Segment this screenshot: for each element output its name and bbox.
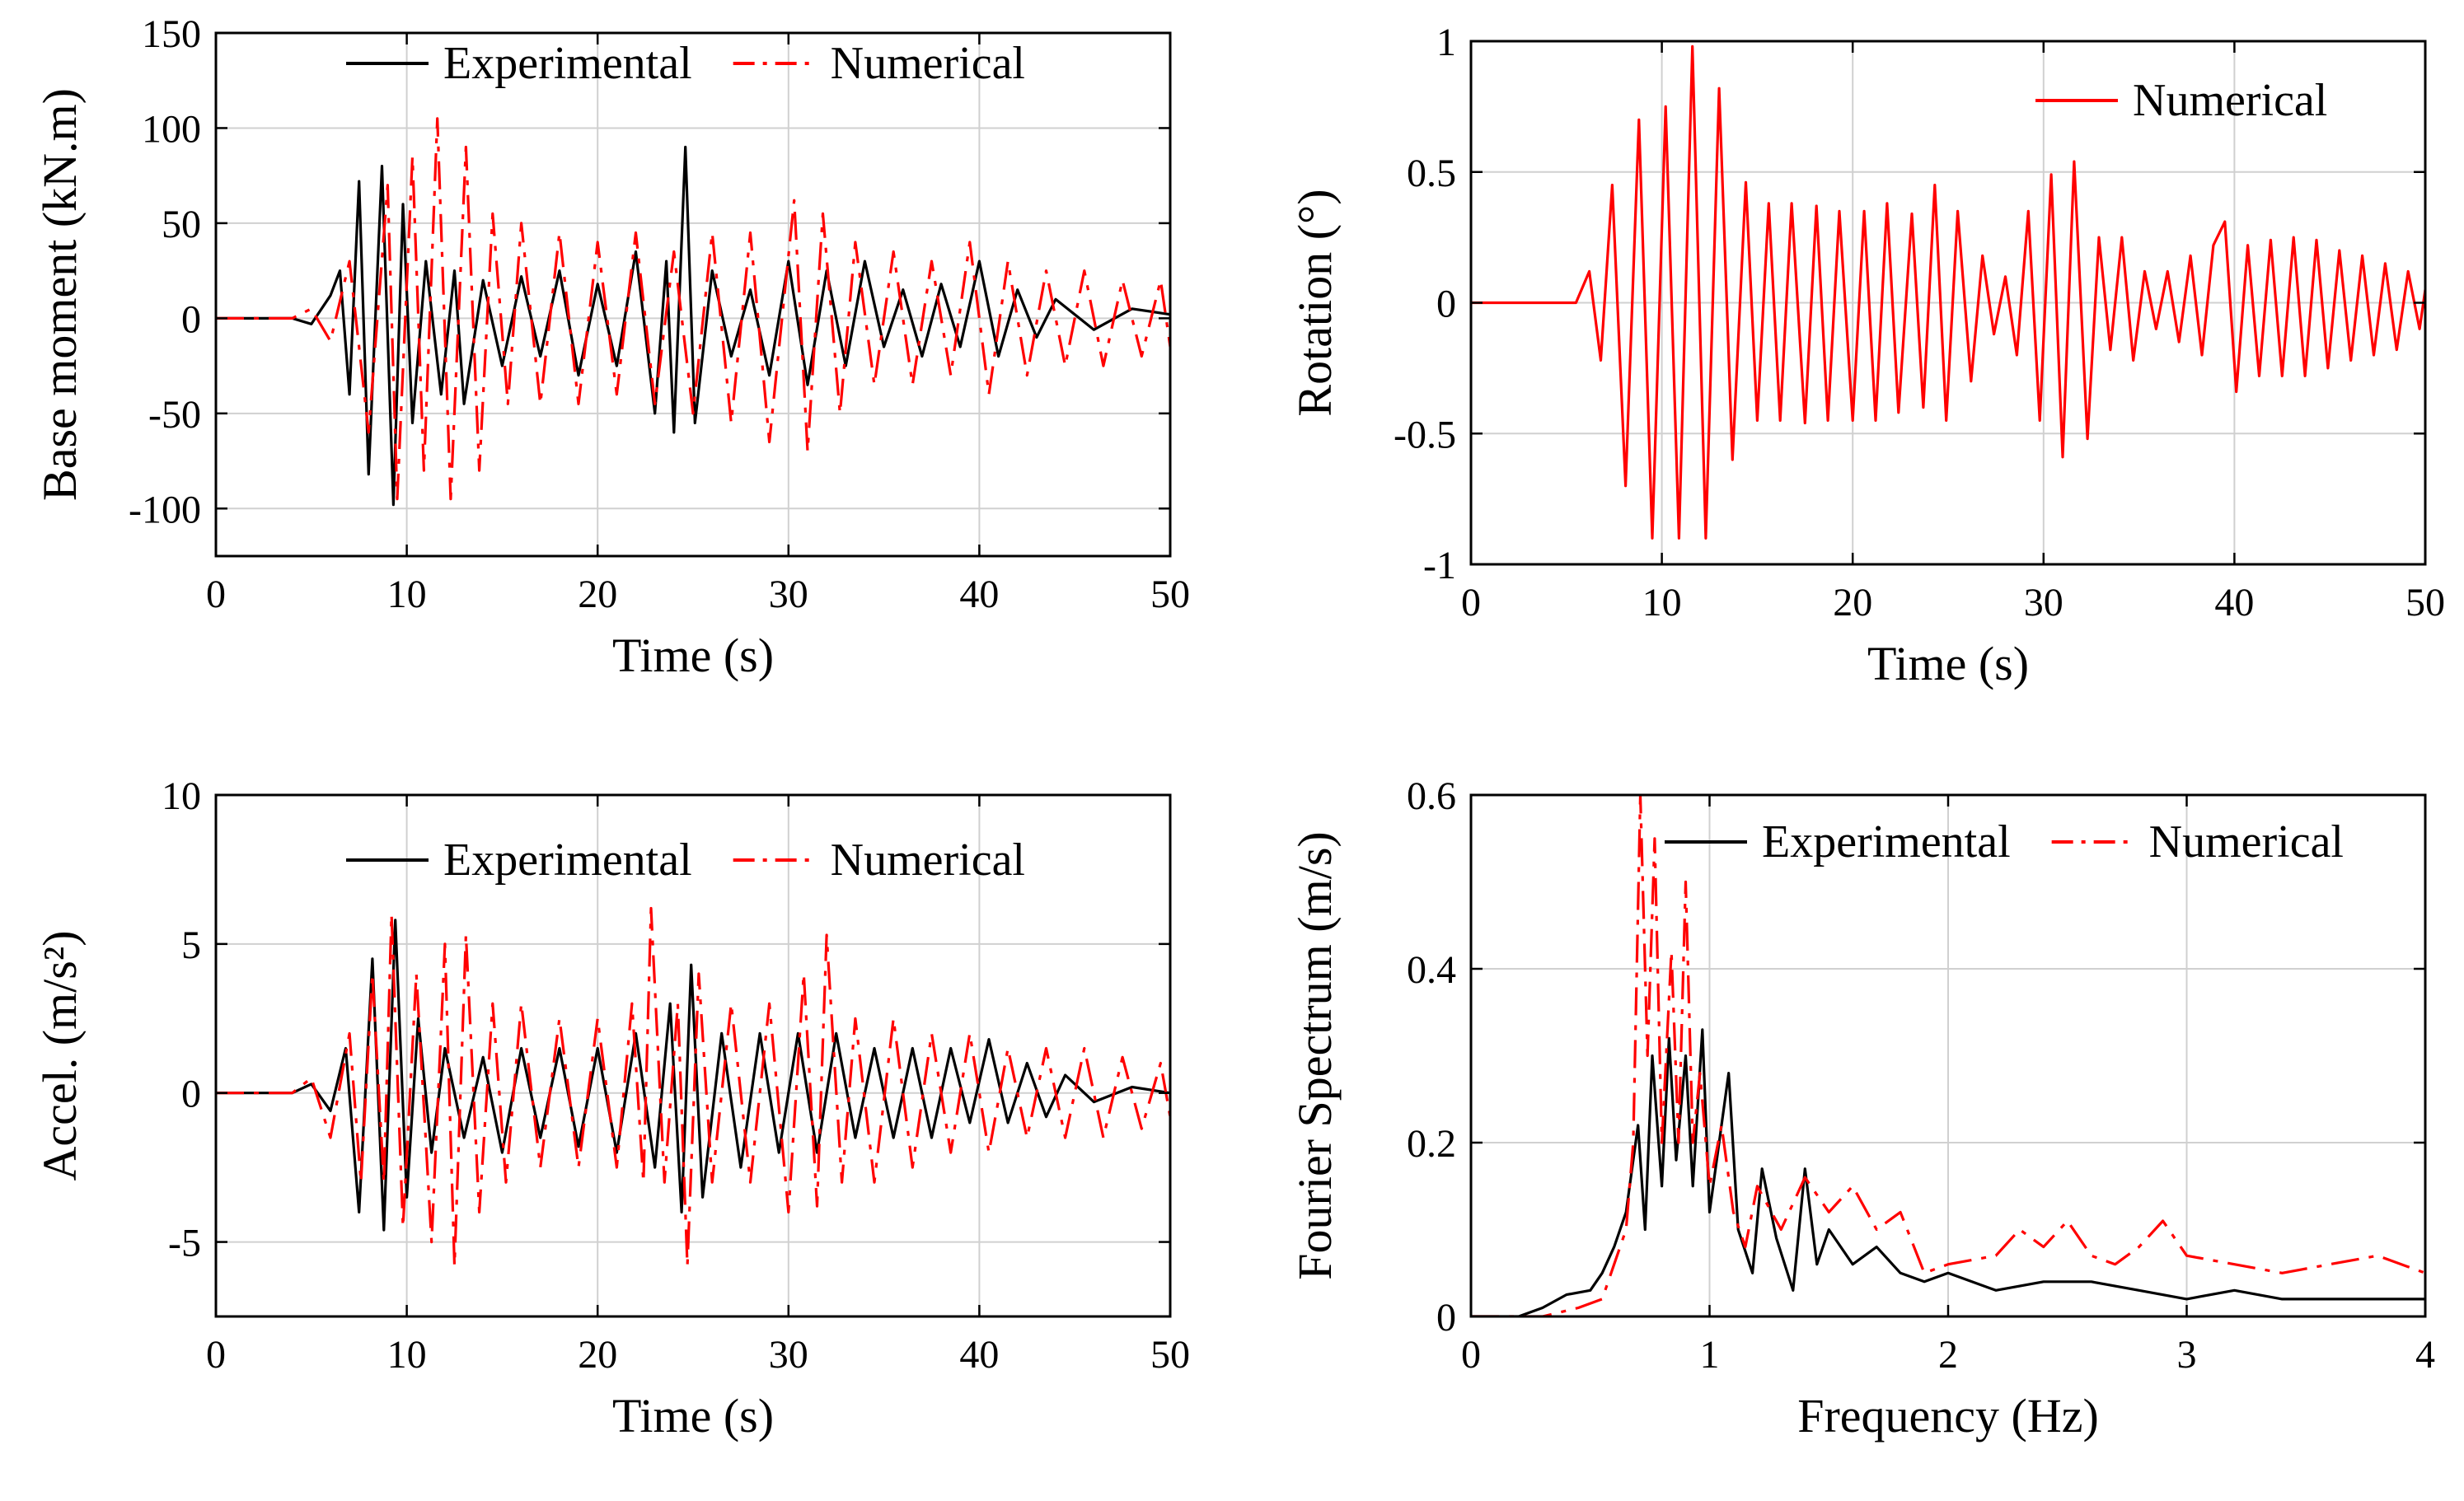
y-axis-label: Rotation (°) xyxy=(1288,189,1342,416)
legend-label-numerical: Numerical xyxy=(2149,816,2344,867)
legend-label-experimental: Experimental xyxy=(443,38,692,89)
x-tick-label: 10 xyxy=(1642,581,1682,624)
y-tick-label: 0 xyxy=(1436,1296,1456,1340)
x-tick-label: 1 xyxy=(1700,1333,1720,1377)
x-tick-label: 50 xyxy=(1150,1333,1190,1377)
axes-frame xyxy=(214,793,1172,1318)
x-axis-label: Time (s) xyxy=(612,629,774,682)
x-tick-label: 50 xyxy=(1150,573,1190,616)
x-tick-label: 30 xyxy=(769,573,808,616)
x-axis-label: Time (s) xyxy=(612,1389,774,1443)
x-tick-label: 0 xyxy=(1461,581,1481,624)
x-tick-label: 4 xyxy=(2415,1333,2435,1377)
y-tick-label: 100 xyxy=(142,107,201,151)
y-tick-label: -0.5 xyxy=(1394,413,1456,456)
x-tick-label: 40 xyxy=(959,573,999,616)
y-axis-label: Fourier Spectrum (m/s) xyxy=(1288,831,1342,1279)
legend-label-experimental: Experimental xyxy=(443,835,692,886)
y-tick-label: 50 xyxy=(162,203,201,246)
chart-rotation: 0 10 20 30 40 50 -1 -0.5 0 0.5 1 Time (s) Rotation (… xyxy=(1288,21,2445,690)
series-line-experimental xyxy=(216,919,1170,1232)
series-line-numerical xyxy=(1471,795,2425,1316)
series-line-numerical xyxy=(1471,44,2425,540)
y-tick-label: -100 xyxy=(129,488,201,531)
x-axis-label: Frequency (Hz) xyxy=(1797,1389,2099,1443)
chart-acceleration: 0 10 20 30 40 50 -5 0 5 10 Time (s) Accel. (m/s²) Ex… xyxy=(33,774,1190,1443)
y-tick-label: 0 xyxy=(181,297,201,341)
series-line-numerical xyxy=(216,906,1170,1268)
legend-label-numerical: Numerical xyxy=(831,38,1025,89)
y-axis-label: Accel. (m/s²) xyxy=(33,930,87,1181)
y-tick-label: -5 xyxy=(168,1222,201,1265)
y-tick-label: -1 xyxy=(1423,544,1456,587)
y-tick-label: 1 xyxy=(1436,21,1456,64)
x-tick-label: 40 xyxy=(2214,581,2254,624)
x-tick-label: 20 xyxy=(578,1333,617,1377)
legend-label-numerical: Numerical xyxy=(2133,75,2327,126)
legend-label-experimental: Experimental xyxy=(1762,816,2011,867)
x-tick-label: 0 xyxy=(206,1333,226,1377)
x-tick-label: 2 xyxy=(1938,1333,1958,1377)
x-tick-label: 40 xyxy=(959,1333,999,1377)
chart-base-moment: 0 10 20 30 40 50 -100 -50 0 50 100 150 Time (s) Base … xyxy=(33,12,1190,682)
series-line-experimental xyxy=(216,145,1170,507)
x-tick-label: 0 xyxy=(1461,1333,1481,1377)
y-tick-label: 10 xyxy=(162,774,201,818)
y-tick-label: -50 xyxy=(148,393,201,437)
x-tick-label: 0 xyxy=(206,573,226,616)
y-tick-label: 0 xyxy=(181,1073,201,1116)
y-tick-label: 0.5 xyxy=(1407,152,1456,195)
x-tick-label: 3 xyxy=(2177,1333,2197,1377)
y-tick-label: 0.4 xyxy=(1407,948,1456,992)
x-tick-label: 20 xyxy=(578,573,617,616)
series-line-numerical xyxy=(216,117,1170,501)
x-tick-label: 30 xyxy=(769,1333,808,1377)
y-tick-label: 5 xyxy=(181,924,201,967)
x-axis-label: Time (s) xyxy=(1867,637,2029,690)
axes-frame xyxy=(214,31,1172,558)
y-tick-label: 0 xyxy=(1436,283,1456,326)
x-tick-label: 10 xyxy=(387,573,427,616)
y-tick-label: 0.6 xyxy=(1407,774,1456,818)
series-line-experimental xyxy=(1471,1028,2425,1316)
x-tick-label: 10 xyxy=(387,1333,427,1377)
legend-label-numerical: Numerical xyxy=(831,835,1025,886)
y-axis-label: Base moment (kN.m) xyxy=(33,88,87,501)
x-tick-label: 50 xyxy=(2405,581,2445,624)
x-tick-label: 30 xyxy=(2024,581,2063,624)
y-tick-label: 0.2 xyxy=(1407,1122,1456,1166)
y-tick-label: 150 xyxy=(142,12,201,56)
x-tick-label: 20 xyxy=(1833,581,1872,624)
chart-fourier: 0 1 2 3 4 0 0.2 0.4 0.6 Frequency (Hz) Fourier Spe… xyxy=(1288,774,2435,1443)
